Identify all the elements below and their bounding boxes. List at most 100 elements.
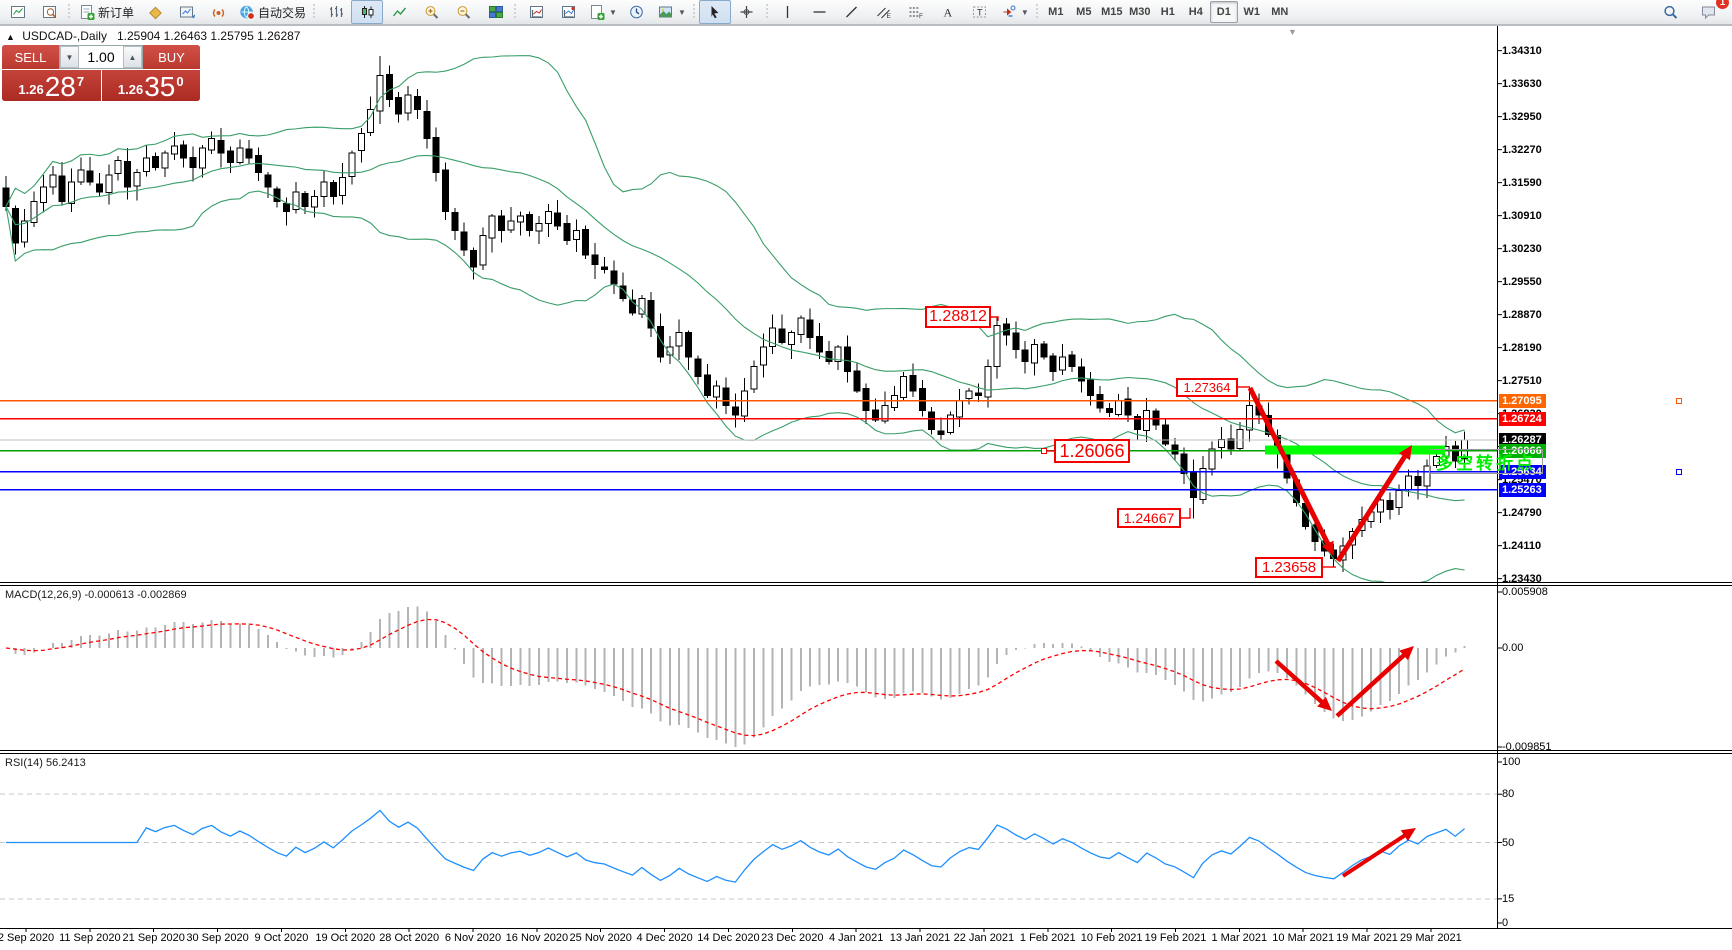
buy-button[interactable]: BUY <box>143 45 200 69</box>
crosshair-tool-button[interactable] <box>731 0 763 24</box>
sell-price[interactable]: 1.26 28 7 <box>2 70 102 101</box>
vline-icon <box>787 6 789 18</box>
date-axis-label: 28 Oct 2020 <box>379 932 440 944</box>
timeframe-w1-button[interactable]: W1 <box>1243 6 1261 18</box>
fibo-icon: F <box>909 7 923 20</box>
timeframe-mn-button[interactable]: MN <box>1271 6 1289 18</box>
timeframe-d1-button[interactable]: D1 <box>1209 1 1238 23</box>
price-callout-126066[interactable]: 1.26066 <box>1054 439 1130 463</box>
toolbar-separator <box>512 2 520 22</box>
buy-price[interactable]: 1.26 35 0 <box>101 70 200 101</box>
callout-anchor-handle[interactable] <box>1041 448 1047 454</box>
bars-icon <box>329 6 343 17</box>
trend-icon <box>846 6 858 18</box>
arrows-tool-button[interactable]: ▼ <box>996 0 1033 24</box>
template-icon <box>658 6 672 18</box>
trend-arrow[interactable] <box>1335 453 1409 563</box>
price-pane <box>0 55 1497 582</box>
indicator-list-button[interactable] <box>552 0 584 24</box>
publish-chart-button[interactable] <box>170 0 202 24</box>
timeframe-m30-button[interactable]: M30 <box>1129 6 1151 18</box>
indwin2-icon <box>561 6 575 18</box>
price-callout-127364[interactable]: 1.27364 <box>1176 378 1238 397</box>
new-chart-button[interactable] <box>1 0 33 24</box>
timeframe-h1-button[interactable]: H1 <box>1160 6 1175 18</box>
notifications-button[interactable]: 1 <box>1692 0 1729 24</box>
signals-button[interactable] <box>202 0 234 24</box>
templates-button[interactable]: ▼ <box>653 0 690 24</box>
macd-pane-label: MACD(12,26,9) -0.000613 -0.002869 <box>5 589 187 601</box>
tile-icon <box>488 6 503 18</box>
timeframe-m1-button[interactable]: M1 <box>1048 6 1064 18</box>
rsi-line <box>6 809 1466 883</box>
trend-arrow[interactable] <box>1247 386 1332 548</box>
trend-arrowhead <box>1317 696 1332 711</box>
textA-icon: A <box>944 6 953 20</box>
orange-resistance-line-label: 1.27095 <box>1499 393 1546 408</box>
buy-price-point: 0 <box>176 74 184 89</box>
text-tool-button[interactable]: A <box>932 0 964 24</box>
line-drag-handle[interactable] <box>1676 397 1682 404</box>
price-axis-tick: 1.28190 <box>1502 341 1542 354</box>
date-axis-label: 10 Feb 2021 <box>1080 932 1143 944</box>
horizontal-line-tool-button[interactable] <box>804 0 836 24</box>
bb-middle <box>5 154 1465 502</box>
add-object-button[interactable]: ▼ <box>584 0 621 24</box>
rsi-axis-tick: 15 <box>1502 892 1515 905</box>
symbol-ohlc: 1.25904 1.26463 1.25795 1.26287 <box>116 29 301 43</box>
channel-tool-button[interactable]: E <box>868 0 900 24</box>
trend-arrow[interactable] <box>1274 659 1326 706</box>
volume-increase-button[interactable]: ▲ <box>123 46 142 68</box>
timeframe-h4-button[interactable]: H4 <box>1188 6 1203 18</box>
turning-point-text[interactable]: 多空转折点 <box>1429 449 1543 474</box>
publish-icon <box>179 6 195 19</box>
timeframe-m5-button[interactable]: M5 <box>1076 6 1092 18</box>
tile-windows-button[interactable] <box>479 0 511 24</box>
trend-arrow[interactable] <box>1335 651 1408 718</box>
crosshair-icon <box>740 6 753 18</box>
line-chart-type-button[interactable] <box>383 0 415 24</box>
candlestick-type-button[interactable] <box>351 0 384 24</box>
svg-text:A: A <box>944 6 953 20</box>
price-axis-tick: 1.30910 <box>1502 209 1542 222</box>
trendline-tool-button[interactable] <box>836 0 868 24</box>
new-order-button-label: 新订单 <box>98 5 135 20</box>
cursor-tool-button[interactable] <box>698 0 731 24</box>
metaquotes-button[interactable] <box>138 0 170 24</box>
new-order-button[interactable]: 新订单 <box>74 0 138 24</box>
trend-arrow[interactable] <box>1341 832 1408 878</box>
volume-decrease-button[interactable]: ▼ <box>60 46 79 68</box>
collapse-triangle-icon[interactable]: ▲ <box>6 32 15 42</box>
chart-profiles-button[interactable] <box>33 0 65 24</box>
chart-symbol-header[interactable]: ▲ USDCAD-,Daily 1.25904 1.26463 1.25795 … <box>6 29 300 43</box>
zoom-out-button[interactable] <box>447 0 479 24</box>
sell-button[interactable]: SELL <box>2 45 59 69</box>
periods-button[interactable] <box>621 0 653 24</box>
profiles-icon <box>42 6 56 19</box>
blue-support-line-2-label: 1.25263 <box>1499 482 1546 497</box>
bar-chart-type-button[interactable] <box>319 0 351 24</box>
label-tool-button[interactable]: T <box>964 0 996 24</box>
zoom-in-button[interactable] <box>415 0 447 24</box>
price-axis-tick: 1.31590 <box>1502 176 1542 189</box>
timeframe-m15-button[interactable]: M15 <box>1101 6 1123 18</box>
price-callout-124667[interactable]: 1.24667 <box>1117 508 1181 528</box>
search-icon <box>1663 5 1677 19</box>
vertical-line-tool-button[interactable] <box>772 0 804 24</box>
trend-arrowhead <box>1400 828 1416 842</box>
autotrading-button-label: 自动交易 <box>258 5 307 20</box>
fibonacci-tool-button[interactable]: F <box>900 0 932 24</box>
line-drag-handle[interactable] <box>1676 468 1682 475</box>
toolbar-separator <box>1033 2 1041 22</box>
price-axis-tick: 1.24110 <box>1502 539 1542 552</box>
price-callout-123658[interactable]: 1.23658 <box>1255 557 1323 578</box>
volume-input[interactable]: 1.00 <box>87 49 115 65</box>
search-button[interactable] <box>1654 0 1686 24</box>
price-callout-128812[interactable]: 1.28812 <box>925 306 991 328</box>
indwin-icon <box>529 6 543 18</box>
indicators-button[interactable] <box>520 0 552 24</box>
autotrading-button[interactable]: 自动交易 <box>234 0 310 24</box>
chart-shift-marker[interactable]: ▼ <box>1288 27 1297 37</box>
rsi-axis-tick: 100 <box>1502 756 1521 768</box>
